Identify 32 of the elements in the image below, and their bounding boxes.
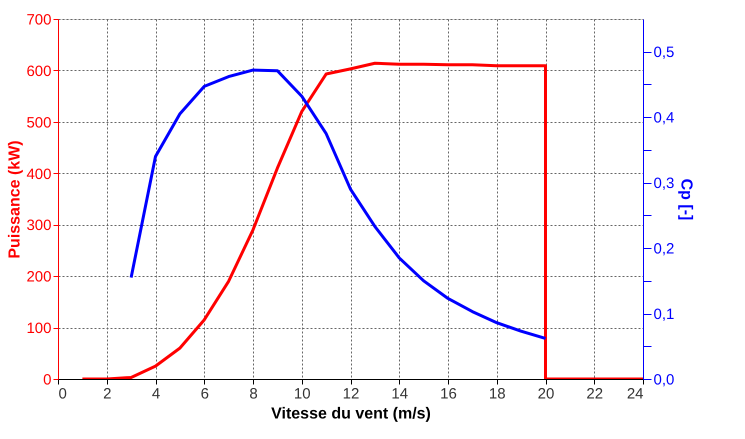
x-tick-label: 4 [152, 386, 160, 402]
x-axis-title: Vitesse du vent (m/s) [271, 406, 431, 422]
y-tick-label: 500 [26, 114, 52, 132]
y-tick-label: 700 [26, 12, 52, 28]
line-series [80, 62, 643, 379]
y-tick-label: 0 [43, 372, 52, 388]
y-tick-label: 400 [26, 166, 52, 183]
y2-tick-label: 0,5 [654, 44, 674, 62]
y2-tick-label: 0,2 [654, 240, 674, 258]
x-tick-label: 14 [391, 386, 408, 402]
x-tick-label: 24 [626, 386, 644, 402]
y2-tick-label: 0,3 [654, 175, 674, 192]
x-tick-label: 18 [488, 386, 506, 402]
x-tick-label: 0 [58, 386, 67, 402]
y-axis-title: Puissance (kW) [6, 140, 24, 259]
x-tick-label: 6 [200, 386, 209, 402]
y-tick-label: 300 [26, 217, 52, 234]
y2-tick-label: 0,4 [654, 110, 674, 127]
y2-tick-label: 0,0 [654, 372, 674, 388]
y-tick-label: 600 [26, 62, 52, 80]
y-tick-label: 100 [26, 320, 52, 338]
x-tick-label: 10 [294, 386, 311, 402]
x-tick-label: 20 [538, 386, 554, 402]
line-series [130, 68, 547, 340]
x-tick-label: 12 [342, 386, 360, 402]
x-tick-label: 22 [586, 386, 604, 402]
x-tick-label: 16 [440, 386, 457, 402]
x-tick-label: 8 [249, 386, 258, 402]
x-tick-label: 2 [103, 386, 112, 402]
y2-axis-title: Cp [-] [677, 178, 694, 220]
y2-tick-label: 0,1 [654, 306, 674, 324]
y-tick-label: 200 [26, 268, 52, 286]
